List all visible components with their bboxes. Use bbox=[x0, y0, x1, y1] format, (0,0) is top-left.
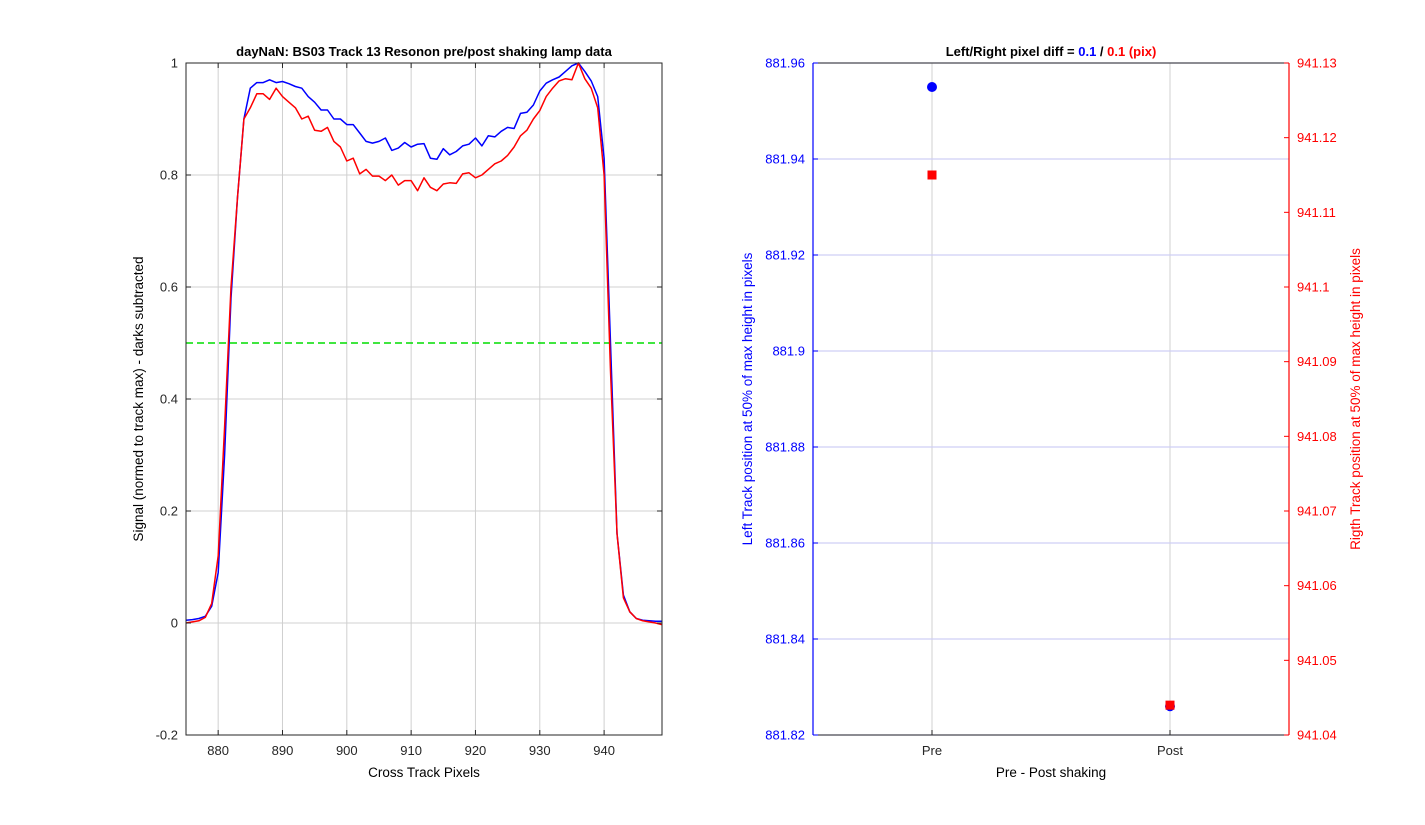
title-right-diff: 0.1 (pix) bbox=[1107, 44, 1156, 59]
left-y-tick-label: 881.88 bbox=[765, 440, 805, 455]
signal-chart: 880 890 900 910 920 930 940-0.200.20.40.60.81 … bbox=[131, 44, 663, 780]
left-y-tick-label: 881.9 bbox=[772, 344, 805, 359]
position-axes bbox=[812, 62, 1290, 736]
left-y-tick-label: 881.94 bbox=[765, 152, 805, 167]
right-y-tick-label: 941.08 bbox=[1297, 429, 1337, 444]
position-points bbox=[927, 82, 1175, 712]
title-left-diff: 0.1 bbox=[1078, 44, 1096, 59]
x-tick-label: 930 bbox=[529, 743, 551, 758]
signal-ticks: 880 890 900 910 920 930 940 -0.2 0 0.2 0.4 0.6 0.8 1 bbox=[156, 56, 662, 758]
y-tick-label: 0.2 bbox=[160, 504, 178, 519]
pre-series-line bbox=[185, 62, 662, 623]
right-y-tick-label: 941.07 bbox=[1297, 504, 1337, 519]
position-x-axis-label: Pre - Post shaking bbox=[996, 765, 1106, 780]
signal-x-axis-label: Cross Track Pixels bbox=[368, 765, 480, 780]
right-y-tick-label: 941.1 bbox=[1297, 280, 1330, 295]
position-chart: Pre Post 881.82 881.84 881.86 881.88 881.9 881.… bbox=[740, 44, 1363, 780]
title-separator: / bbox=[1096, 44, 1107, 59]
x-tick-label: 900 bbox=[336, 743, 358, 758]
x-tick-label: Post bbox=[1157, 743, 1183, 758]
x-tick-label: 890 bbox=[272, 743, 294, 758]
right-y-tick-label: 941.09 bbox=[1297, 354, 1337, 369]
signal-y-axis-label: Signal (normed to track max) - darks sub… bbox=[131, 256, 146, 541]
left-y-tick-label: 881.92 bbox=[765, 248, 805, 263]
x-tick-label: 920 bbox=[465, 743, 487, 758]
left-y-tick-label: 881.84 bbox=[765, 632, 805, 647]
right-y-tick-label: 941.11 bbox=[1297, 205, 1336, 220]
position-right-y-axis-label: Rigth Track position at 50% of max heigh… bbox=[1348, 248, 1363, 550]
left-y-tick-label: 881.96 bbox=[765, 56, 805, 71]
y-tick-label: 0.6 bbox=[160, 280, 178, 295]
post-series-line bbox=[185, 62, 663, 626]
signal-series bbox=[185, 62, 663, 626]
y-tick-label: 0.8 bbox=[160, 168, 178, 183]
x-tick-label: 880 bbox=[207, 743, 229, 758]
y-tick-label: 0 bbox=[171, 616, 178, 631]
y-tick-label: -0.2 bbox=[156, 728, 178, 743]
signal-chart-title: dayNaN: BS03 Track 13 Resonon pre/post s… bbox=[236, 44, 612, 59]
right-position-point bbox=[1165, 700, 1175, 710]
right-y-tick-label: 941.06 bbox=[1297, 578, 1337, 593]
left-y-tick-label: 881.82 bbox=[765, 728, 805, 743]
right-y-tick-label: 941.05 bbox=[1297, 653, 1337, 668]
position-left-y-axis-label: Left Track position at 50% of max height… bbox=[740, 252, 755, 545]
x-tick-label: 940 bbox=[593, 743, 615, 758]
x-tick-label: 910 bbox=[400, 743, 422, 758]
y-tick-label: 0.4 bbox=[160, 392, 178, 407]
position-plot-area bbox=[813, 63, 1289, 735]
right-y-tick-label: 941.13 bbox=[1297, 56, 1337, 71]
right-y-tick-label: 941.04 bbox=[1297, 728, 1337, 743]
right-y-tick-label: 941.12 bbox=[1297, 130, 1337, 145]
title-prefix: Left/Right pixel diff = bbox=[946, 44, 1079, 59]
x-tick-label: Pre bbox=[922, 743, 942, 758]
y-tick-label: 1 bbox=[171, 56, 178, 71]
left-y-tick-label: 881.86 bbox=[765, 536, 805, 551]
left-position-point bbox=[927, 82, 937, 92]
right-position-point bbox=[927, 170, 937, 180]
position-ticks: Pre Post 881.82 881.84 881.86 881.88 881.9 881.… bbox=[765, 56, 1337, 759]
position-chart-title: Left/Right pixel diff = 0.1 / 0.1 (pix) bbox=[946, 44, 1157, 59]
